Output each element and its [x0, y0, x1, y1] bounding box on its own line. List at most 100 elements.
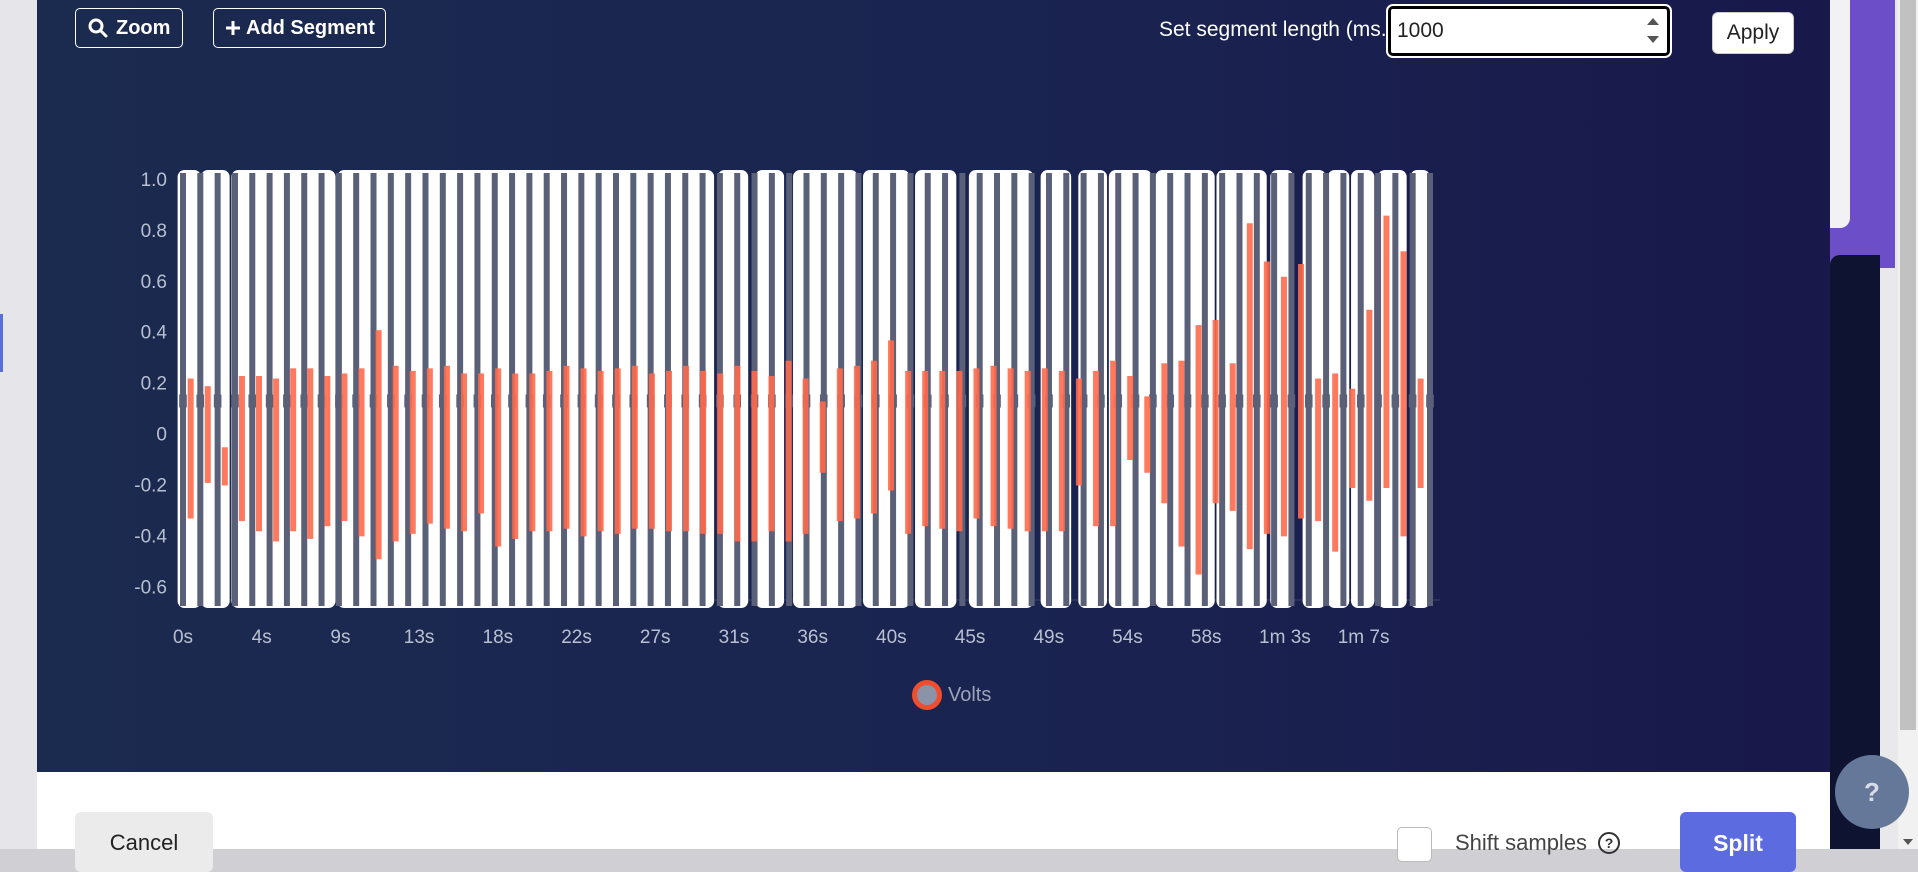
signal-peak	[836, 368, 843, 522]
stepper-up-icon[interactable]	[1647, 18, 1659, 25]
marker-handle: II	[1061, 391, 1071, 411]
scrollbar-thumb[interactable]	[1900, 0, 1916, 730]
marker-handle: II	[317, 391, 327, 411]
segment-marker	[266, 173, 273, 606]
marker-handle: II	[1338, 391, 1348, 411]
marker-handle: II	[1252, 391, 1262, 411]
x-tick-label: 22s	[561, 627, 592, 648]
x-tick-label: 58s	[1191, 627, 1222, 648]
search-icon	[88, 18, 108, 38]
marker-handle: II	[472, 391, 482, 411]
zoom-label: Zoom	[116, 16, 171, 39]
marker-handle: II	[282, 391, 292, 411]
marker-handle: II	[1286, 391, 1296, 411]
signal-peak	[478, 373, 485, 514]
marker-handle: II	[334, 391, 344, 411]
background-purple-card	[1830, 0, 1895, 268]
segment-marker	[231, 173, 238, 606]
x-tick-label: 1m 7s	[1338, 627, 1390, 648]
signal-peak	[802, 378, 809, 534]
y-tick-label: -0.4	[134, 526, 167, 547]
x-tick-label: 40s	[876, 627, 907, 648]
signal-peak	[409, 370, 416, 534]
signal-peak	[1058, 370, 1065, 532]
signal-peak	[717, 373, 724, 534]
segment-marker	[1219, 173, 1226, 606]
marker-handle: II	[1425, 391, 1435, 411]
signal-peak	[973, 368, 980, 519]
help-button[interactable]: ?	[1835, 755, 1909, 829]
segment-marker	[1323, 173, 1330, 606]
x-tick-label: 49s	[1033, 627, 1064, 648]
y-tick-label: 0.6	[141, 272, 167, 293]
signal-peak	[461, 373, 468, 532]
signal-peak	[700, 370, 707, 534]
chart-legend[interactable]: Volts	[912, 680, 991, 710]
add-segment-button[interactable]: Add Segment	[213, 8, 386, 48]
marker-handle: II	[195, 391, 205, 411]
segment-marker	[180, 173, 186, 606]
signal-peak	[888, 340, 895, 491]
signal-peak	[956, 370, 963, 532]
marker-handle: II	[1131, 391, 1141, 411]
segment-region	[915, 170, 957, 608]
segment-marker	[1201, 173, 1208, 606]
signal-peak	[1144, 396, 1151, 473]
segment-marker	[1236, 173, 1243, 606]
marker-handle: II	[247, 391, 257, 411]
segment-length-stepper[interactable]	[1642, 12, 1662, 50]
marker-handle: II	[386, 391, 396, 411]
segment-marker	[509, 173, 516, 606]
signal-peak	[580, 368, 587, 537]
segment-chart[interactable]: 1.0 0.8 0.6 0.4 0.2 0 -0.2 -0.4 -0.6 0s 4s 9s 13s 18s…	[37, 160, 1830, 660]
segment-marker	[457, 173, 464, 606]
apply-button[interactable]: Apply	[1712, 12, 1794, 54]
y-tick-label: -0.2	[134, 475, 167, 496]
zoom-button[interactable]: Zoom	[75, 8, 184, 48]
signal-peak	[273, 378, 280, 542]
marker-handle: II	[420, 391, 430, 411]
y-tick-label: 0	[156, 425, 167, 446]
segment-length-label: Set segment length (ms.):	[1159, 18, 1400, 41]
signal-peak	[1024, 370, 1031, 532]
signal-peak	[597, 370, 604, 532]
signal-peak	[734, 365, 741, 542]
marker-handle: II	[1183, 391, 1193, 411]
segment-length-input[interactable]	[1386, 4, 1672, 58]
stepper-down-icon[interactable]	[1647, 36, 1659, 43]
marker-handle: II	[992, 391, 1002, 411]
cancel-button[interactable]: Cancel	[75, 812, 213, 872]
x-tick-label: 31s	[719, 627, 750, 648]
x-tick-label: 18s	[483, 627, 514, 648]
x-tick-label: 13s	[404, 627, 435, 648]
segment-marker	[422, 173, 429, 606]
segment-marker	[1340, 173, 1347, 606]
modal-footer	[37, 772, 1830, 849]
marker-handle: II	[369, 391, 379, 411]
segment-marker	[474, 173, 481, 606]
shift-samples-checkbox[interactable]	[1397, 827, 1432, 862]
signal-peak	[631, 365, 638, 529]
split-button[interactable]: Split	[1680, 812, 1796, 872]
question-circle-icon[interactable]: ?	[1598, 832, 1620, 854]
signal-group	[187, 215, 1424, 575]
segment-marker	[1115, 173, 1122, 606]
scroll-down-arrow-icon[interactable]	[1903, 839, 1913, 845]
marker-handle: II	[299, 391, 309, 411]
segment-marker	[491, 173, 498, 606]
segment-marker	[405, 173, 412, 606]
segment-marker	[387, 173, 394, 606]
segment-marker	[1392, 173, 1399, 606]
segment-marker	[1097, 173, 1104, 606]
segment-marker	[1028, 173, 1035, 606]
segment-marker	[301, 173, 308, 606]
segment-marker	[318, 173, 325, 606]
signal-peak	[1212, 320, 1219, 504]
segment-marker	[1253, 173, 1260, 606]
x-tick-label: 45s	[955, 627, 986, 648]
segment-marker	[283, 173, 290, 606]
marker-handle: II	[490, 391, 500, 411]
segment-marker	[1409, 173, 1416, 606]
signal-peak	[1161, 363, 1168, 504]
page-scrollbar[interactable]	[1898, 0, 1918, 849]
